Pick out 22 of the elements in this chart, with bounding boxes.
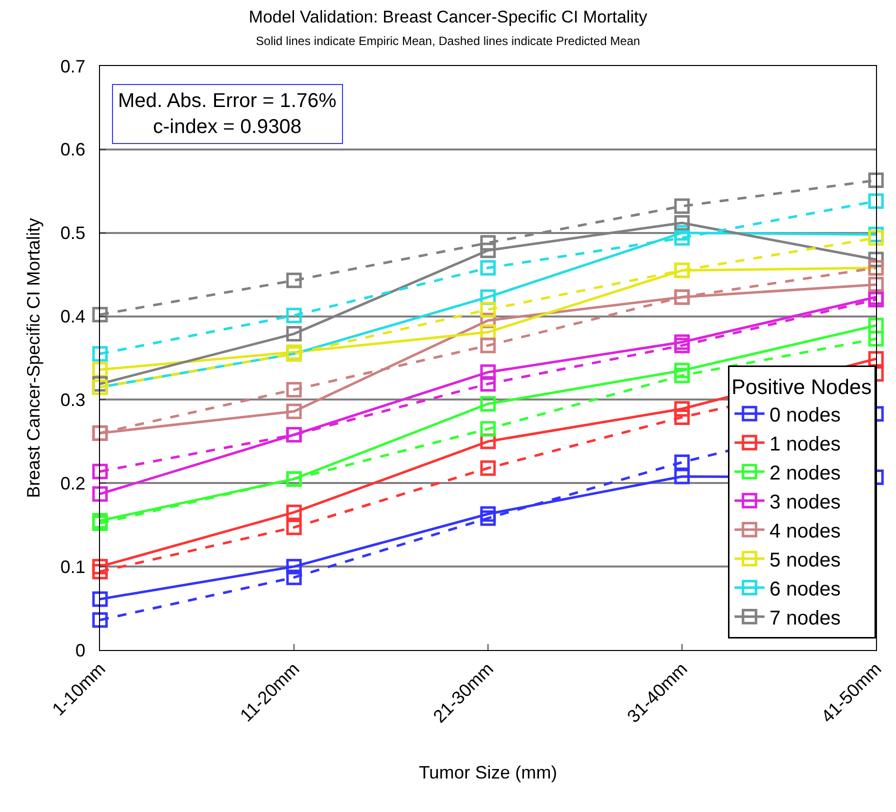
legend-title: Positive Nodes <box>732 376 872 400</box>
y-tick-label: 0.6 <box>60 140 86 160</box>
legend-label: 6 nodes <box>770 578 841 600</box>
legend-label: 5 nodes <box>770 549 841 572</box>
legend-label: 1 nodes <box>770 433 841 456</box>
x-axis-title: Tumor Size (mm) <box>418 762 558 783</box>
y-tick-label: 0.1 <box>60 556 86 577</box>
y-tick-label: 0.3 <box>60 390 86 410</box>
y-tick-label: 0.5 <box>60 223 86 244</box>
y-tick-label: 0.7 <box>60 56 86 76</box>
legend-label: 4 nodes <box>770 520 841 542</box>
legend-label: 3 nodes <box>770 491 841 514</box>
legend-label: 2 nodes <box>770 462 841 484</box>
chart-title: Model Validation: Breast Cancer-Specific CI Mortality <box>248 8 648 27</box>
legend-label: 0 nodes <box>770 404 841 426</box>
legend-label: 7 nodes <box>770 607 841 630</box>
y-tick-label: 0.4 <box>60 306 86 327</box>
annotation: Med. Abs. Error = 1.76% c-index = 0.9308 <box>118 90 337 138</box>
y-axis-title: Breast Cancer-Specific CI Mortality <box>24 218 44 498</box>
y-tick-label: 0.2 <box>60 473 86 494</box>
chart-subtitle: Solid lines indicate Empiric Mean, Dashed lines indicate Predicted Mean <box>256 34 640 48</box>
y-tick-label: 0 <box>75 640 86 660</box>
